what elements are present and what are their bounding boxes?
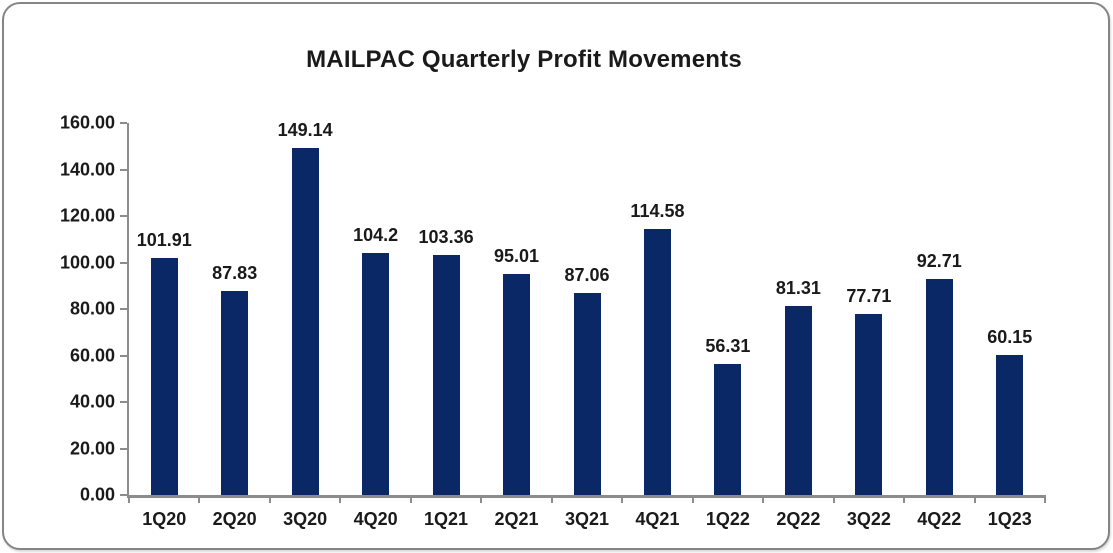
x-tick-mark [409, 495, 412, 503]
bar [643, 229, 671, 495]
x-category-label: 2Q20 [212, 509, 257, 529]
x-tick-mark [128, 495, 130, 503]
bar [432, 255, 460, 495]
y-tick-label: 160.00 [59, 112, 115, 133]
x-category-label: 4Q21 [635, 509, 680, 529]
plot-area: 0.00 20.00 40.00 60.00 80.00 100.00 120.00 140.… [60, 113, 1046, 529]
y-tick-mark [120, 354, 127, 357]
bar-value-label: 104.2 [353, 225, 399, 245]
y-tick-label: 120.00 [59, 205, 115, 226]
x-tick-mark [198, 495, 201, 503]
bar [925, 279, 953, 495]
x-tick-mark [1044, 495, 1046, 503]
bar-value-label: 87.83 [212, 263, 258, 283]
x-category-label: 2Q22 [776, 509, 821, 529]
bar [503, 274, 531, 495]
y-tick-mark [120, 261, 127, 264]
x-category-label: 3Q22 [846, 509, 891, 529]
x-category-label: 1Q20 [142, 509, 187, 529]
y-tick-mark [120, 308, 127, 310]
y-tick-mark [120, 122, 127, 124]
y-tick-mark [120, 447, 127, 450]
chart-title: MAILPAC Quarterly Profit Movements [306, 46, 742, 73]
x-tick-mark [903, 495, 906, 503]
bar [573, 293, 601, 495]
x-category-label: 3Q20 [283, 509, 328, 529]
x-tick-mark [621, 495, 624, 503]
y-tick-label: 0.00 [79, 484, 115, 505]
bar [362, 253, 390, 495]
bar-value-label: 101.91 [136, 230, 192, 250]
bar-value-label: 60.15 [987, 327, 1033, 347]
bar [150, 258, 178, 495]
x-category-label: 2Q21 [494, 509, 539, 529]
x-category-label: 3Q21 [564, 509, 610, 529]
y-tick-label: 140.00 [59, 159, 115, 179]
y-tick-mark [120, 401, 127, 403]
y-tick-label: 40.00 [69, 391, 115, 412]
bar [855, 314, 883, 495]
bar [996, 355, 1024, 495]
x-category-label: 1Q22 [705, 509, 750, 529]
x-tick-mark [550, 495, 553, 503]
y-tick-mark [120, 168, 127, 171]
y-tick-label: 80.00 [69, 298, 115, 319]
y-axis-line [127, 123, 129, 495]
x-tick-mark [480, 495, 483, 503]
x-tick-mark [339, 495, 342, 503]
x-category-label: 1Q21 [424, 509, 469, 529]
bar-value-label: 81.31 [775, 278, 821, 298]
x-category-label: 1Q23 [987, 509, 1032, 529]
bar [291, 148, 319, 495]
y-tick-mark [120, 215, 127, 217]
x-axis-line [127, 495, 1045, 498]
x-category-label: 4Q20 [353, 509, 398, 529]
y-tick-mark [120, 494, 127, 496]
bar-value-label: 149.14 [277, 120, 333, 140]
x-category-label: 4Q22 [917, 509, 962, 529]
bar-value-label: 87.06 [564, 265, 610, 285]
bar-value-label: 114.58 [630, 201, 685, 221]
bar-value-label: 103.36 [418, 227, 474, 247]
y-tick-label: 20.00 [69, 438, 115, 458]
y-tick-label: 60.00 [69, 345, 115, 365]
bar [784, 306, 812, 495]
x-tick-mark [832, 495, 835, 503]
bar-value-label: 92.71 [916, 251, 962, 271]
x-tick-mark [973, 495, 976, 503]
bar-value-label: 95.01 [494, 246, 540, 266]
bar [714, 364, 742, 495]
bar [221, 291, 249, 495]
bar-value-label: 56.31 [705, 336, 751, 356]
x-tick-mark [691, 495, 694, 503]
x-tick-mark [762, 495, 765, 503]
bar-value-label: 77.71 [846, 286, 892, 306]
x-tick-mark [268, 495, 271, 503]
y-tick-label: 100.00 [59, 252, 115, 272]
